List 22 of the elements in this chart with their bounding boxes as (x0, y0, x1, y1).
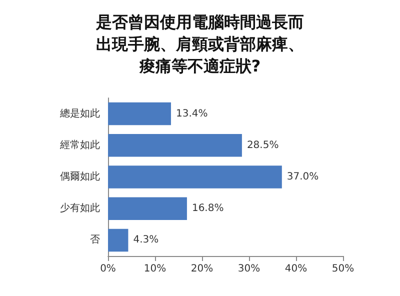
bar (108, 134, 242, 157)
x-tick-label: 40% (284, 264, 308, 274)
data-label: 4.3% (133, 234, 159, 246)
data-label: 13.4% (176, 108, 208, 120)
x-tick-label: 50% (332, 264, 354, 274)
x-tick-label: 30% (238, 264, 260, 274)
data-label: 37.0% (286, 172, 319, 182)
y-tick-label: 總是如此 (59, 107, 100, 120)
bar (108, 228, 128, 252)
chart-title: 是否曾因使用電腦時間過長而出現手腕、肩頸或背部麻痺、痠痛等不適症狀? (95, 12, 304, 76)
y-tick-label: 經常如此 (59, 138, 100, 151)
data-label: 28.5% (246, 140, 279, 151)
data-label: 16.8% (192, 203, 224, 214)
x-tick-label: 20% (190, 264, 214, 274)
x-tick-label: 10% (144, 264, 166, 274)
bar (108, 166, 282, 188)
y-tick-label: 少有如此 (60, 202, 100, 214)
bar (108, 102, 171, 126)
y-tick-label: 偶爾如此 (60, 170, 100, 182)
bar (108, 197, 187, 220)
y-tick-label: 否 (90, 234, 100, 246)
x-tick-label: 0% (100, 264, 116, 274)
